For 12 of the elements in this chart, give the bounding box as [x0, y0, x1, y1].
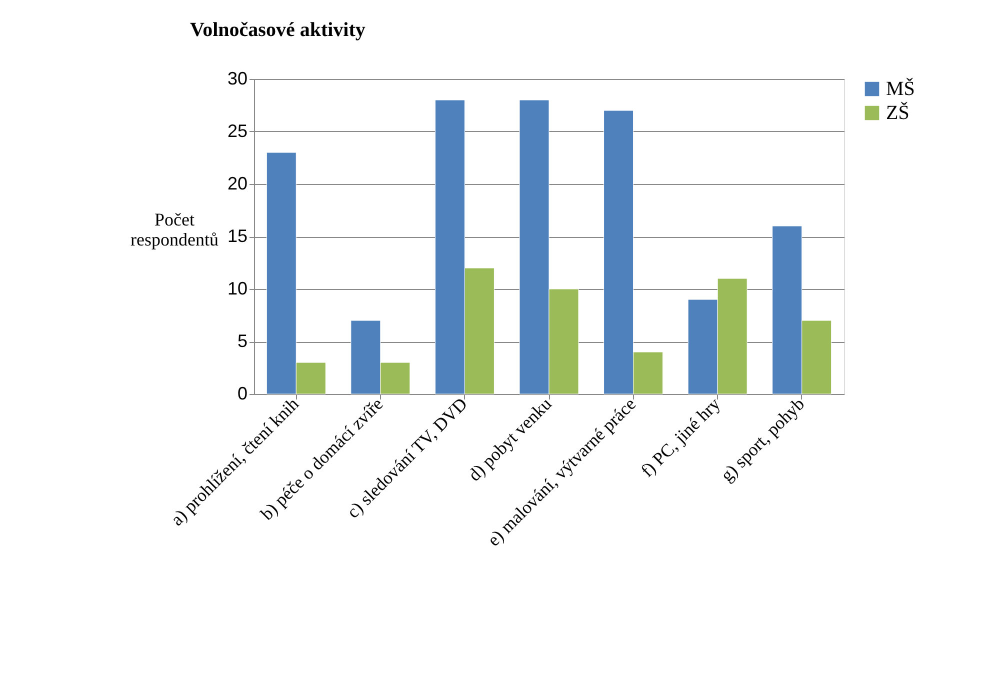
y-tick-label: 15 [227, 226, 248, 246]
legend-label: MŠ [886, 77, 915, 100]
y-tick-label: 25 [227, 121, 248, 141]
y-tick-label: 5 [237, 331, 248, 351]
y-tick-label: 0 [237, 384, 248, 404]
y-axis-title: Počet respondentů [130, 210, 218, 250]
legend-label: ZŠ [886, 101, 910, 124]
y-tick-label: 10 [227, 278, 248, 298]
chart-title: Volnočasové aktivity [190, 19, 366, 41]
y-tick-label: 30 [227, 68, 248, 88]
x-tick-label: f) PC, jiné hry [636, 394, 724, 481]
y-tick-label: 20 [227, 174, 248, 194]
